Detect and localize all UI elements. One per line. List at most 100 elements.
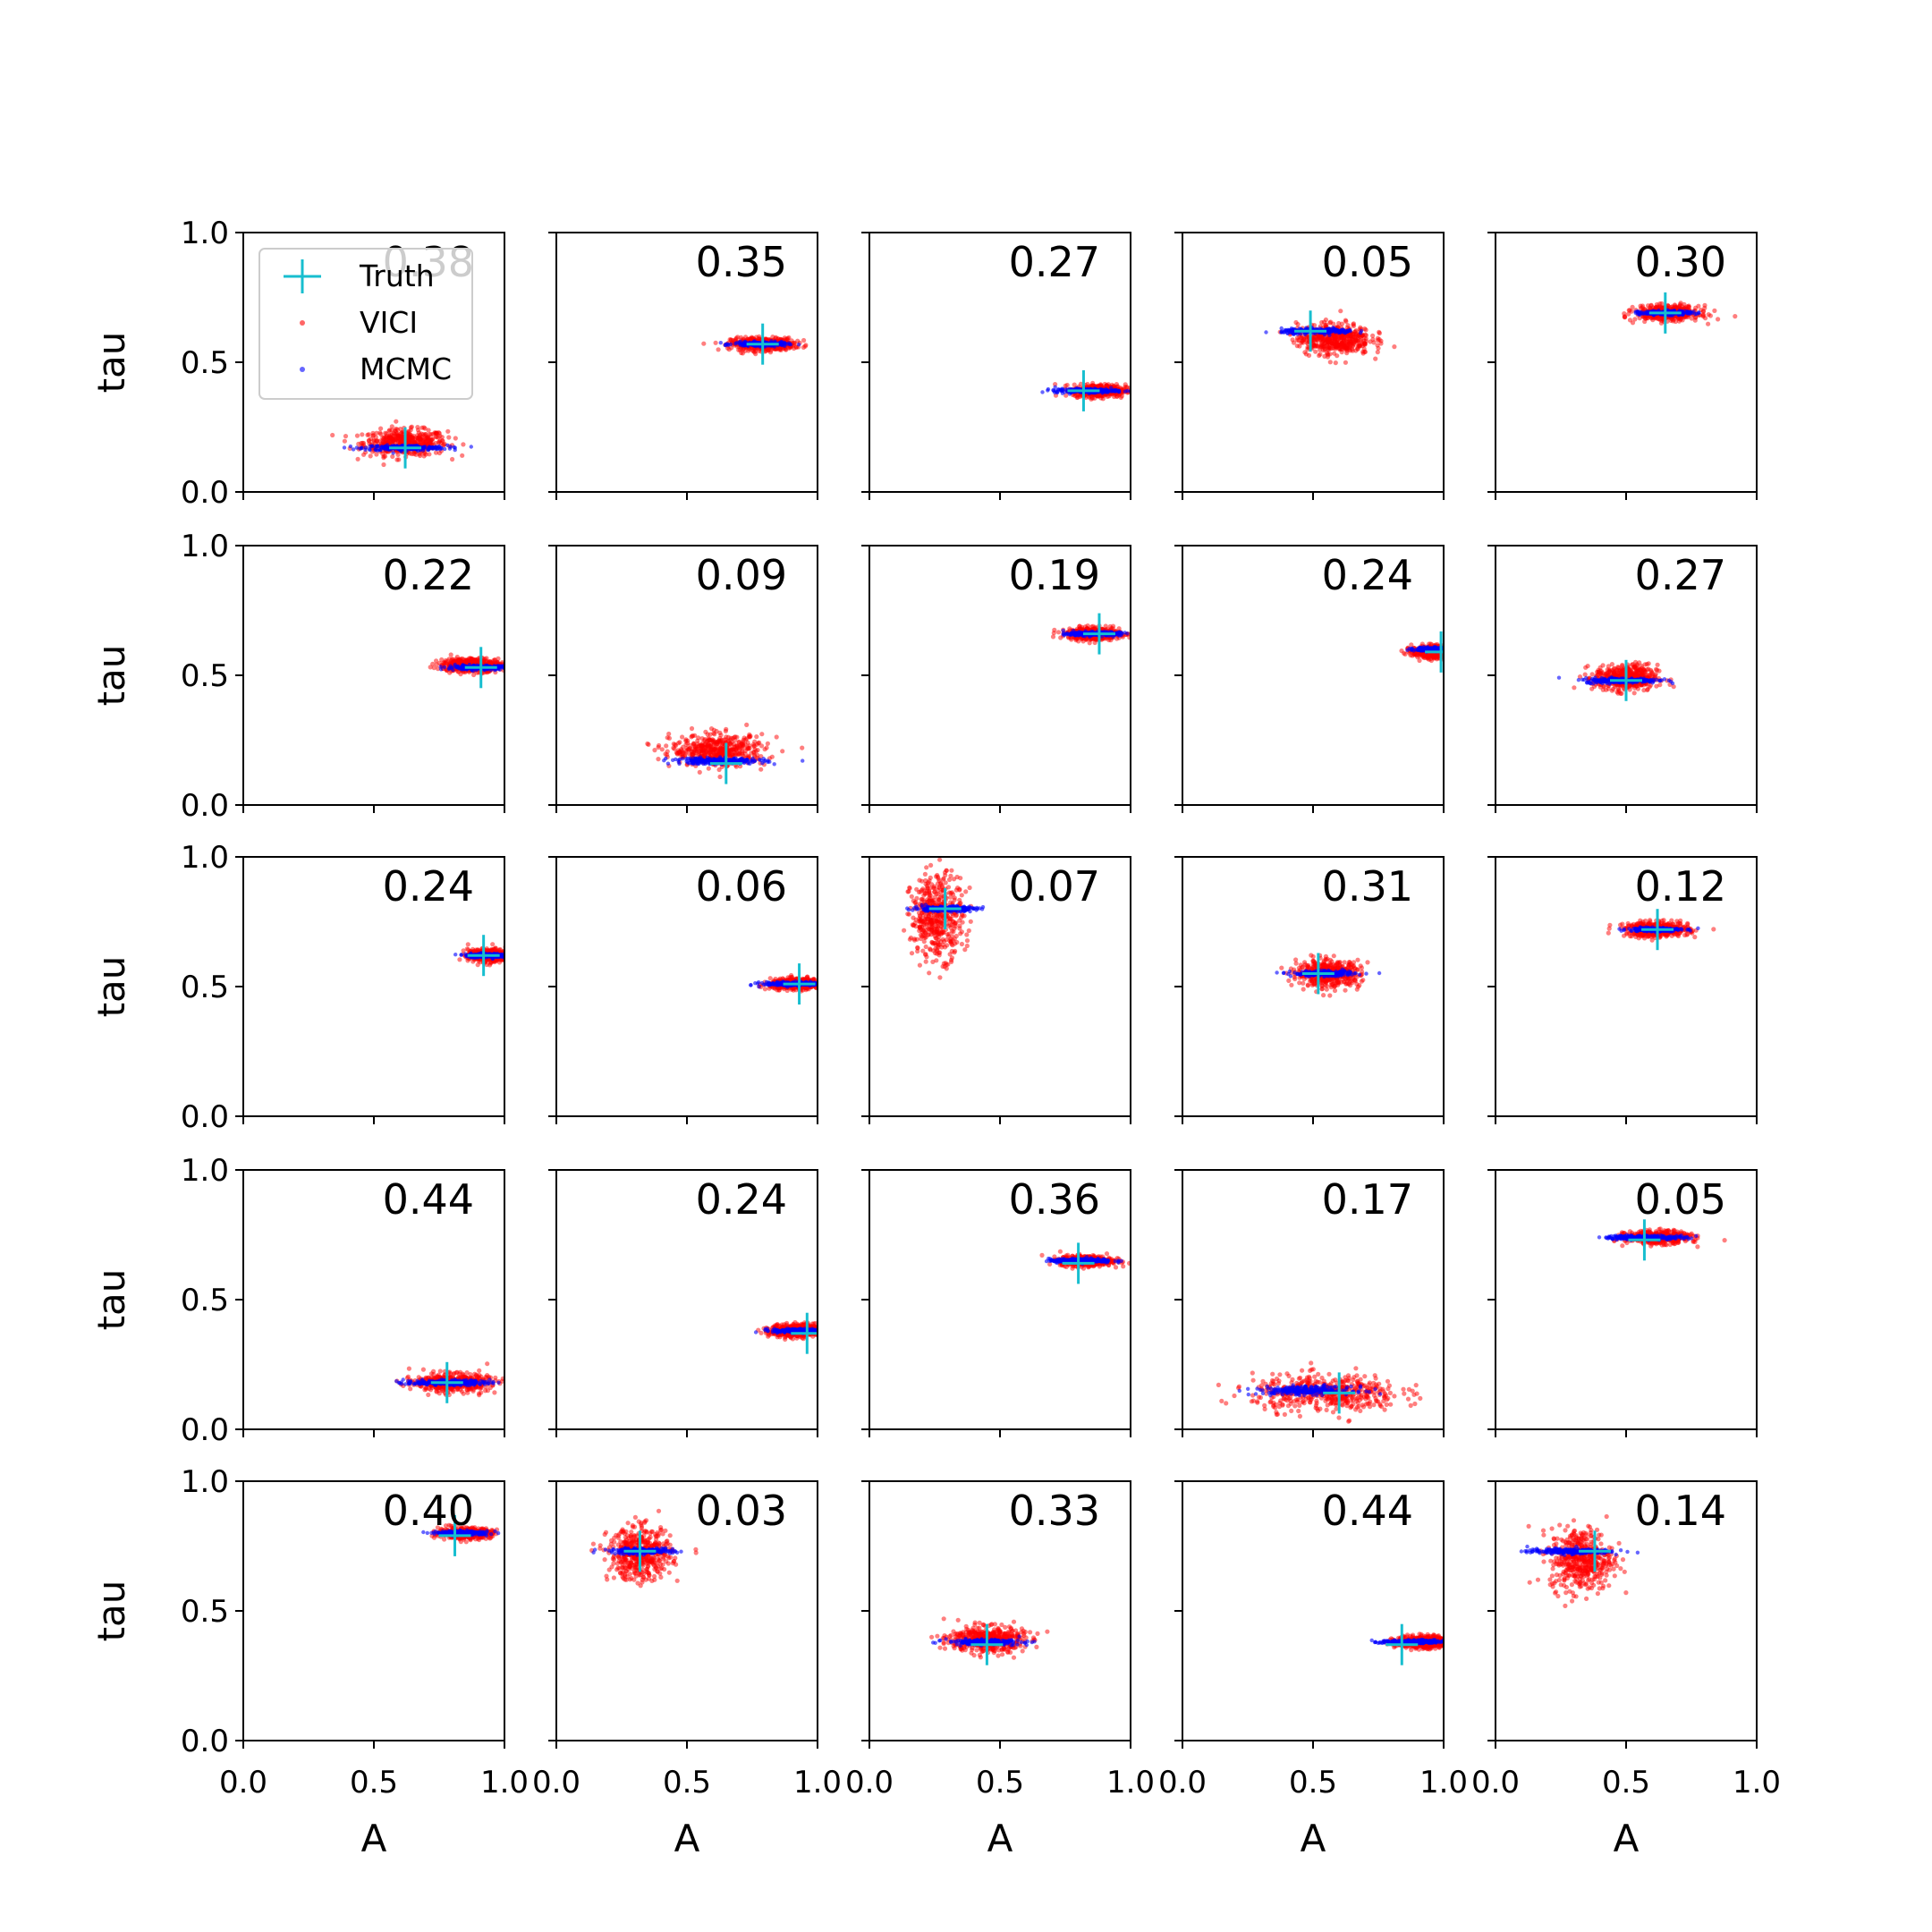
vici-point [495, 659, 501, 665]
vici-point [1360, 351, 1366, 356]
vici-point [757, 334, 762, 339]
vici-point [1353, 335, 1359, 340]
vici-point [802, 343, 808, 349]
vici-point [1336, 320, 1342, 326]
mcmc-point [1061, 387, 1065, 392]
vici-point [1622, 315, 1627, 320]
vici-point [709, 747, 715, 752]
panel-score: 0.05 [1322, 238, 1413, 286]
vici-point [368, 453, 373, 459]
vici-point [750, 741, 757, 747]
vici-point [1295, 322, 1301, 327]
vici-point [683, 737, 689, 742]
y-tick-label: 0.0 [181, 788, 229, 824]
vici-point [1319, 335, 1325, 341]
vici-point [1378, 341, 1384, 346]
vici-point [693, 746, 699, 751]
vici-point [646, 741, 651, 748]
vici-point [1333, 360, 1338, 366]
vici-point [439, 657, 445, 663]
mcmc-point [1279, 330, 1284, 335]
mcmc-point [442, 665, 447, 670]
vici-point [405, 430, 411, 436]
vici-point [736, 748, 742, 753]
vici-point [656, 744, 661, 750]
vici-point [717, 774, 723, 780]
vici-point [330, 432, 335, 438]
vici-point [1291, 340, 1297, 345]
vici-point [1322, 353, 1327, 359]
mcmc-point [1264, 330, 1268, 335]
vici-point [729, 345, 734, 351]
vici-point [720, 741, 726, 746]
mcmc-point [377, 447, 383, 453]
vici-point [423, 452, 428, 457]
vici-point [423, 435, 428, 441]
vici-point [689, 734, 694, 740]
vici-point [1343, 318, 1349, 324]
mcmc-point [439, 667, 444, 672]
panel-score: 0.22 [383, 551, 474, 599]
vici-point [769, 754, 775, 759]
vici-point [1700, 309, 1706, 314]
vici-point [1302, 350, 1308, 355]
truth-marker [1294, 310, 1327, 352]
vici-point [1693, 315, 1699, 320]
vici-point [436, 660, 443, 666]
vici-point [1318, 347, 1323, 352]
vici-point [1336, 342, 1342, 347]
vici-point [1654, 301, 1659, 308]
vici-point [1672, 302, 1677, 308]
vici-point [453, 436, 458, 441]
mcmc-point [734, 341, 739, 345]
vici-point [436, 435, 441, 440]
vici-point [386, 428, 392, 434]
vici-point [1123, 382, 1128, 387]
vici-point [1716, 317, 1721, 322]
vici-point [343, 434, 349, 439]
vici-point [1318, 352, 1323, 357]
vici-point [1105, 384, 1110, 389]
vici-point [795, 338, 801, 343]
vici-point [741, 737, 746, 743]
vici-point [701, 341, 707, 346]
vici-point [801, 337, 807, 343]
vici-point [1630, 304, 1635, 309]
vici-point [354, 433, 360, 438]
panel-2: 0.35 [548, 232, 818, 500]
vici-point [727, 741, 733, 747]
vici-point [680, 734, 685, 740]
vici-point [436, 439, 442, 445]
y-tick-label: 0.5 [181, 345, 229, 381]
vici-point [716, 767, 722, 773]
mcmc-point [1697, 310, 1701, 315]
mcmc-point [1055, 389, 1060, 394]
vici-point [384, 436, 389, 442]
mcmc-point [1053, 385, 1057, 389]
vici-point [800, 745, 805, 750]
mcmc-point [415, 443, 419, 448]
mcmc-point [796, 343, 801, 347]
vici-point [774, 734, 779, 740]
vici-point [1676, 318, 1682, 324]
vici-point [1630, 320, 1636, 326]
vici-point [718, 747, 724, 752]
mcmc-point [450, 665, 454, 670]
vici-point [1361, 346, 1367, 352]
vici-point [1626, 308, 1631, 313]
mcmc-point [723, 343, 728, 348]
vici-point [1343, 360, 1348, 365]
vici-point [1370, 333, 1376, 338]
vici-point [708, 750, 713, 756]
vici-point [1358, 325, 1363, 330]
vici-point [422, 432, 428, 437]
vici-point [652, 748, 657, 753]
vici-point [422, 426, 428, 431]
vici-point [706, 741, 711, 746]
mcmc-point [368, 447, 372, 453]
vici-point [427, 432, 432, 437]
vici-point [400, 436, 405, 442]
mcmc-point [1690, 310, 1695, 316]
vici-point [1074, 393, 1080, 398]
